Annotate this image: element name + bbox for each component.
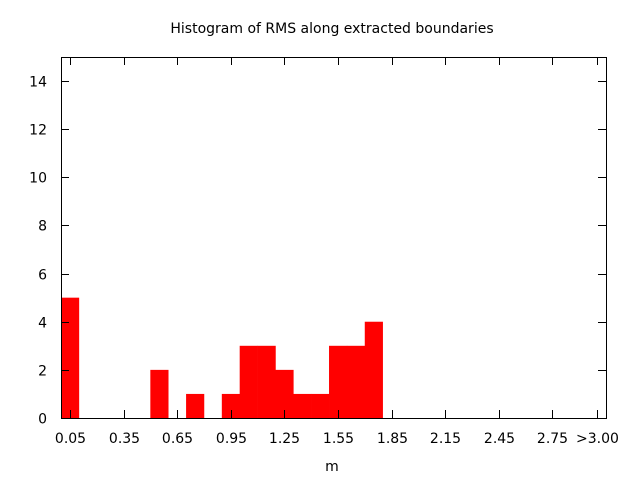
bars-group <box>61 297 383 418</box>
chart-title: Histogram of RMS along extracted boundar… <box>170 21 493 37</box>
y-tick-label: 2 <box>38 364 47 380</box>
x-tick-label: 1.85 <box>377 431 408 447</box>
x-tick-label: 1.55 <box>323 431 354 447</box>
y-tick-label: 8 <box>38 219 47 235</box>
histogram-bar <box>275 369 294 418</box>
x-tick-label: 0.95 <box>216 431 247 447</box>
histogram-bar <box>239 345 258 418</box>
x-tick-label: >3.00 <box>576 431 619 447</box>
histogram-bar <box>293 393 312 418</box>
y-tick-label: 0 <box>38 412 47 428</box>
x-tick-label: 0.65 <box>162 431 193 447</box>
x-tick-label: 0.05 <box>55 431 86 447</box>
y-tick-label: 4 <box>38 316 47 332</box>
histogram-bar <box>61 297 80 418</box>
x-axis-label: m <box>325 459 339 475</box>
histogram-bar <box>221 393 240 418</box>
y-tick-label: 12 <box>29 123 47 139</box>
y-tick-label: 10 <box>29 171 47 187</box>
y-tick-label: 14 <box>29 75 47 91</box>
x-tick-label: 0.35 <box>109 431 140 447</box>
y-tick-label: 6 <box>38 268 47 284</box>
histogram-bar <box>257 345 276 418</box>
x-axis: 0.05 0.35 0.65 0.95 1.25 1.55 1.85 2.15 2.45 2.75… <box>55 57 619 447</box>
histogram-bar <box>311 393 330 418</box>
y-axis: 0 2 4 6 8 10 12 14 <box>29 75 606 428</box>
x-tick-label: 2.45 <box>484 431 515 447</box>
histogram-bar <box>150 369 169 418</box>
histogram-bar <box>186 393 205 418</box>
x-tick-label: 2.15 <box>430 431 461 447</box>
histogram-bar <box>364 321 383 418</box>
x-tick-label: 2.75 <box>537 431 568 447</box>
histogram-bar <box>329 345 348 418</box>
x-tick-label: 1.25 <box>269 431 300 447</box>
histogram-bar <box>346 345 366 418</box>
plot-frame <box>61 57 607 419</box>
